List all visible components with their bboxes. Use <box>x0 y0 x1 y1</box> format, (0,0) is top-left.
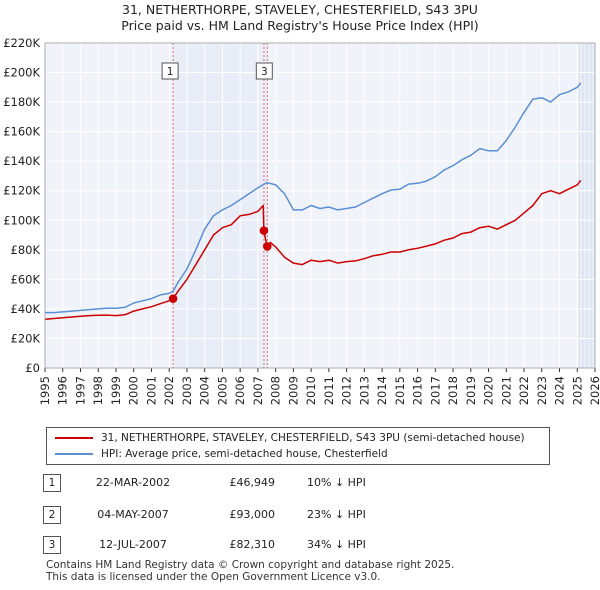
transaction-hpi-diff: 10% ↓ HPI <box>307 476 366 489</box>
transaction-price: £93,000 <box>229 508 276 521</box>
x-tick-label: 2009 <box>286 376 300 405</box>
y-tick-label: £40K <box>11 302 41 316</box>
legend-label-hpi: HPI: Average price, semi-detached house,… <box>101 448 388 460</box>
x-tick-label: 2007 <box>251 376 265 405</box>
x-tick-label: 2024 <box>553 376 567 405</box>
x-tick-label: 2012 <box>340 376 354 405</box>
transaction-row: 2 04-MAY-2007 £93,000 23% ↓ HPI <box>0 505 600 525</box>
x-tick-label: 2023 <box>535 376 549 405</box>
event-label-number: 1 <box>167 66 174 78</box>
series-line-hpi <box>45 82 582 314</box>
sale-marker <box>263 242 272 251</box>
x-tick-label: 2002 <box>162 376 176 405</box>
y-tick-label: £160K <box>3 125 40 139</box>
x-tick-label: 2004 <box>198 376 212 405</box>
x-tick-label: 1997 <box>73 376 87 405</box>
x-tick-label: 2014 <box>375 376 389 405</box>
event-label-number: 3 <box>261 66 268 78</box>
y-tick-label: £140K <box>3 154 40 168</box>
y-tick-label: £0 <box>25 361 40 375</box>
legend-swatch-blue <box>55 453 93 455</box>
x-tick-label: 2020 <box>482 376 496 405</box>
plot-background <box>45 43 595 368</box>
y-tick-label: £20K <box>11 331 41 345</box>
event-label-box <box>161 62 179 80</box>
x-tick-label: 2021 <box>499 376 513 405</box>
x-tick-label: 2013 <box>357 376 371 405</box>
transaction-number: 2 <box>43 506 61 524</box>
x-tick-label: 2006 <box>233 376 247 405</box>
x-tick-label: 2000 <box>127 376 141 405</box>
transaction-number: 3 <box>43 536 61 554</box>
x-tick-label: 1995 <box>38 376 52 405</box>
x-tick-label: 2019 <box>464 376 478 405</box>
y-tick-label: £200K <box>3 66 40 80</box>
transaction-row: 3 12-JUL-2007 £82,310 34% ↓ HPI <box>0 535 600 555</box>
x-tick-label: 2017 <box>428 376 442 405</box>
chart-title-address: 31, NETHERTHORPE, STAVELEY, CHESTERFIELD… <box>122 2 478 17</box>
transaction-price: £82,310 <box>229 538 276 551</box>
x-tick-label: 2022 <box>517 376 531 405</box>
legend: 31, NETHERTHORPE, STAVELEY, CHESTERFIELD… <box>46 427 550 465</box>
plot-border <box>44 42 596 369</box>
price-chart: £0 £20K £40K £60K £80K £100K £120K £140K £160K £1… <box>3 36 600 405</box>
x-tick-label: 2025 <box>570 376 584 405</box>
x-tick-label: 2015 <box>393 376 407 405</box>
x-tick-label: 2010 <box>304 376 318 405</box>
transaction-date: 22-MAR-2002 <box>95 476 171 489</box>
x-tick-label: 2008 <box>269 376 283 405</box>
x-tick-label: 2018 <box>446 376 460 405</box>
event-label-box <box>255 62 273 80</box>
y-tick-label: £120K <box>3 184 40 198</box>
transaction-hpi-diff: 23% ↓ HPI <box>307 508 366 521</box>
series-line-property <box>44 179 582 321</box>
legend-item-hpi: HPI: Average price, semi-detached house,… <box>55 446 388 462</box>
y-tick-label: £100K <box>3 213 40 227</box>
x-tick-label: 1996 <box>56 376 70 405</box>
transaction-hpi-diff: 34% ↓ HPI <box>307 538 366 551</box>
footer-line-2: This data is licensed under the Open Gov… <box>46 571 381 583</box>
footer-line-1: Contains HM Land Registry data © Crown c… <box>46 559 455 571</box>
transaction-number: 1 <box>43 474 61 492</box>
transaction-date: 12-JUL-2007 <box>99 538 167 551</box>
x-tick-label: 2001 <box>144 376 158 405</box>
transaction-date: 04-MAY-2007 <box>97 508 169 521</box>
y-tick-label: £60K <box>11 272 41 286</box>
sale-marker <box>259 226 269 235</box>
shaded-region <box>173 43 268 368</box>
y-tick-label: £220K <box>3 36 40 50</box>
footer-attribution: Contains HM Land Registry data © Crown c… <box>46 559 454 583</box>
x-tick-label: 2005 <box>215 376 229 405</box>
legend-swatch-red <box>55 437 93 439</box>
transaction-row: 1 22-MAR-2002 £46,949 10% ↓ HPI <box>0 473 600 493</box>
x-tick-label: 1999 <box>109 376 123 405</box>
legend-label-property: 31, NETHERTHORPE, STAVELEY, CHESTERFIELD… <box>101 432 525 444</box>
transaction-price: £46,949 <box>229 476 276 489</box>
x-tick-label: 2026 <box>588 376 600 405</box>
legend-item-property: 31, NETHERTHORPE, STAVELEY, CHESTERFIELD… <box>55 430 525 446</box>
sale-marker <box>168 294 178 303</box>
chart-subtitle: Price paid vs. HM Land Registry's House … <box>121 18 479 33</box>
x-tick-label: 1998 <box>91 376 105 405</box>
y-tick-label: £80K <box>11 243 41 257</box>
x-tick-label: 2003 <box>180 376 194 405</box>
x-tick-label: 2011 <box>322 376 336 405</box>
y-tick-label: £180K <box>3 95 40 109</box>
x-tick-label: 2016 <box>411 376 425 405</box>
